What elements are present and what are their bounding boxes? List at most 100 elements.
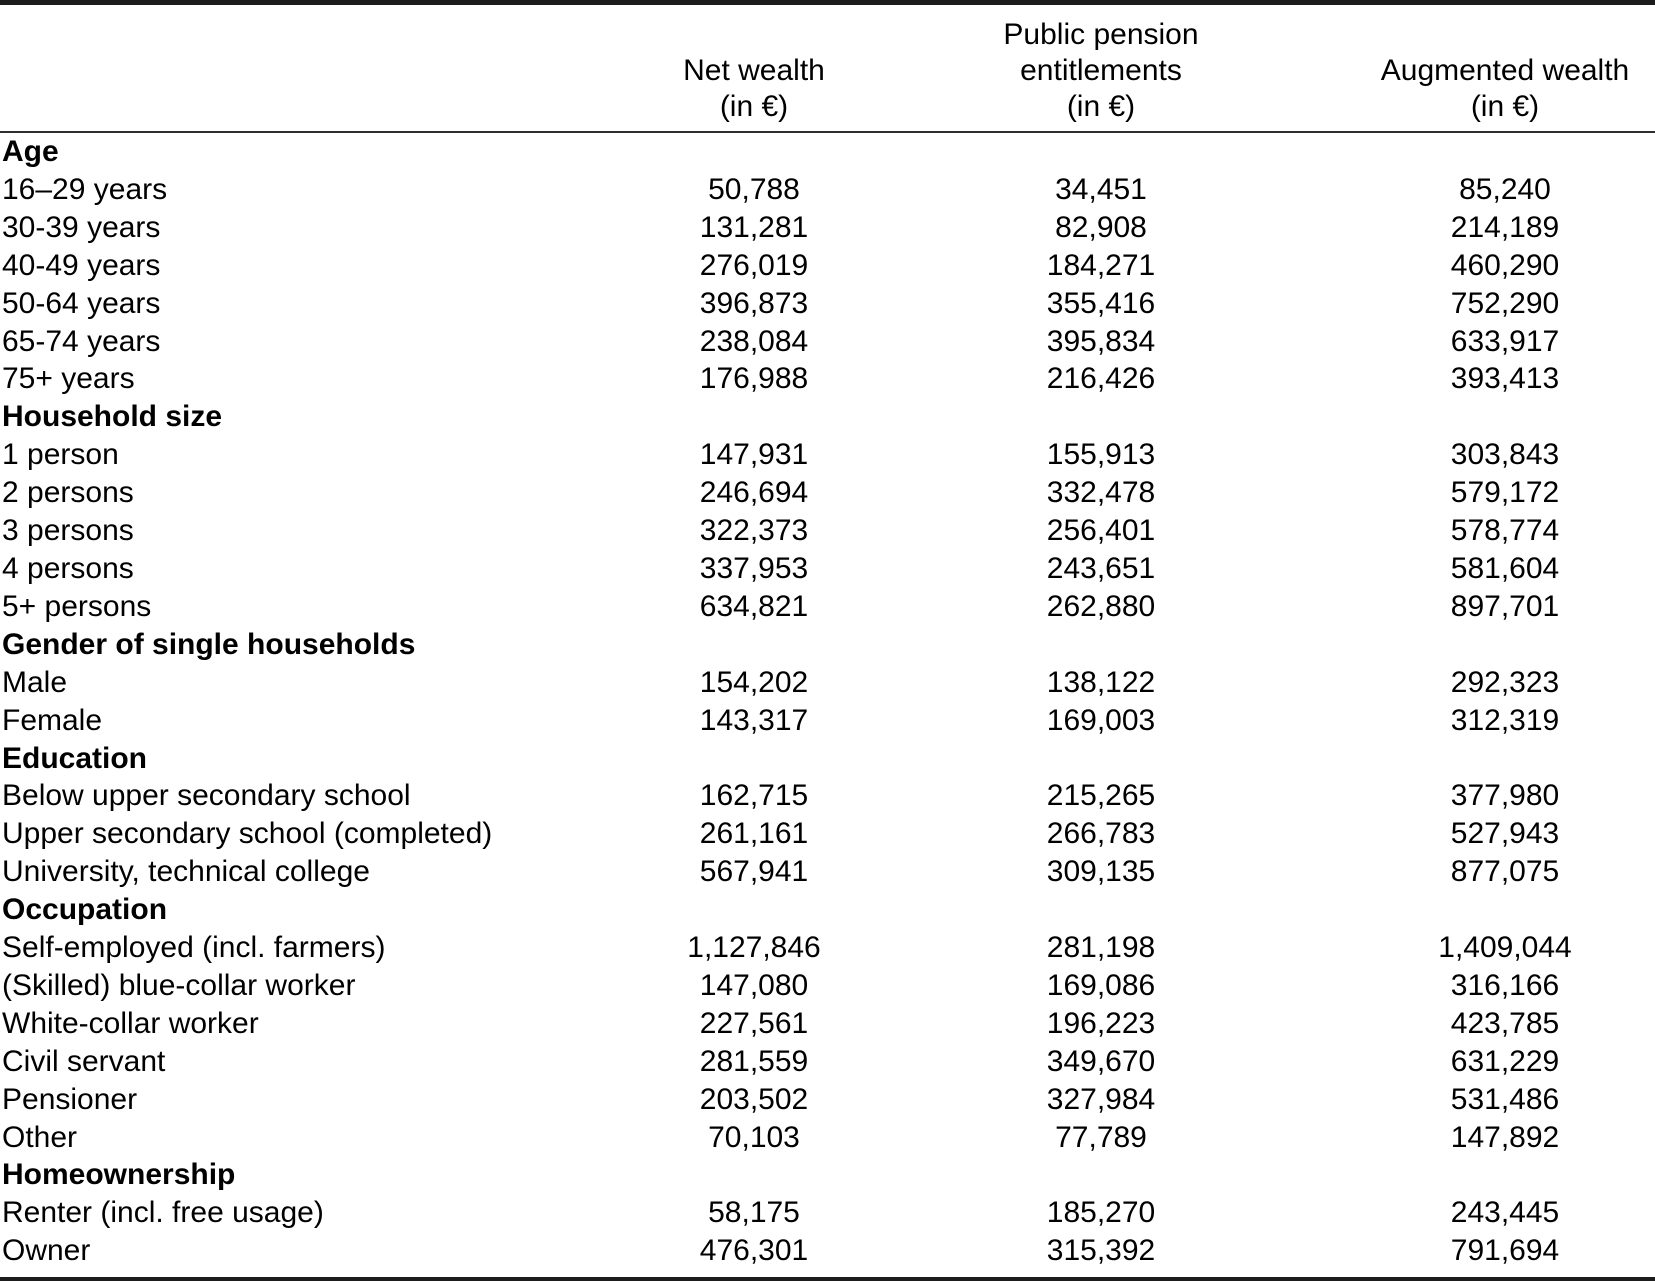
cell-value: 82,908 xyxy=(1055,210,1147,244)
cell-value: 196,223 xyxy=(1046,1006,1156,1040)
cell-value: 169,086 xyxy=(1046,968,1156,1002)
cell-value: 349,670 xyxy=(1046,1044,1156,1078)
section-header: Age xyxy=(2,135,59,168)
cell-value: 476,301 xyxy=(699,1234,809,1268)
cell-value: 243,651 xyxy=(1046,551,1156,585)
cell-value: 77,789 xyxy=(1055,1120,1147,1154)
table-row: 50-64 years 396,873 355,416 752,290 xyxy=(0,285,1655,323)
cell-value: 303,843 xyxy=(1450,438,1560,472)
table-row: Female 143,317 169,003 312,319 xyxy=(0,702,1655,740)
table-row: White-collar worker 227,561 196,223 423,785 xyxy=(0,1005,1655,1043)
cell-value: 266,783 xyxy=(1046,817,1156,851)
cell-value: 531,486 xyxy=(1450,1082,1560,1116)
cell-value: 578,774 xyxy=(1450,514,1560,548)
cell-value: 327,984 xyxy=(1046,1082,1156,1116)
table-row: 16–29 years 50,788 34,451 85,240 xyxy=(0,171,1655,209)
row-label: 4 persons xyxy=(2,551,134,585)
header-augmented-wealth: Augmented wealth (in €) xyxy=(1355,5,1655,133)
row-label: 16–29 years xyxy=(2,172,168,206)
header-augmented-wealth-title: Augmented wealth xyxy=(1380,54,1630,87)
cell-value: 281,198 xyxy=(1046,931,1156,965)
cell-value: 154,202 xyxy=(699,665,809,699)
cell-value: 309,135 xyxy=(1046,855,1156,889)
row-label: 75+ years xyxy=(2,362,135,396)
row-label: Civil servant xyxy=(2,1044,166,1078)
cell-value: 184,271 xyxy=(1046,248,1156,282)
cell-value: 315,392 xyxy=(1046,1234,1156,1268)
section-header-row: Household size xyxy=(0,398,1655,436)
cell-value: 877,075 xyxy=(1450,855,1560,889)
table-row: University, technical college 567,941 309,… xyxy=(0,853,1655,891)
header-public-pension-title-line2: entitlements xyxy=(1020,54,1182,87)
header-net-wealth-unit: (in €) xyxy=(719,90,789,123)
header-row-label xyxy=(0,5,661,133)
cell-value: 50,788 xyxy=(708,172,800,206)
row-label: White-collar worker xyxy=(2,1006,259,1040)
cell-value: 377,980 xyxy=(1450,779,1560,813)
column-header-row: Net wealth (in €) Public pension entitle… xyxy=(0,5,1655,133)
cell-value: 337,953 xyxy=(699,551,809,585)
header-public-pension-title-line1: Public pension xyxy=(1003,18,1199,51)
row-label: 50-64 years xyxy=(2,286,161,320)
table-row: 1 person 147,931 155,913 303,843 xyxy=(0,436,1655,474)
cell-value: 243,445 xyxy=(1450,1196,1560,1230)
cell-value: 581,604 xyxy=(1450,551,1560,585)
section-header: Education xyxy=(2,741,148,775)
table-row: Renter (incl. free usage) 58,175 185,270 24… xyxy=(0,1194,1655,1232)
section-header-row: Gender of single households xyxy=(0,626,1655,664)
row-label: Owner xyxy=(2,1234,91,1268)
table-row: Self-employed (incl. farmers) 1,127,846 28… xyxy=(0,929,1655,967)
row-label: Male xyxy=(2,665,68,699)
cell-value: 634,821 xyxy=(699,589,809,623)
table-row: 4 persons 337,953 243,651 581,604 xyxy=(0,550,1655,588)
row-label: University, technical college xyxy=(2,855,370,889)
cell-value: 34,451 xyxy=(1055,172,1147,206)
wealth-table: Net wealth (in €) Public pension entitle… xyxy=(0,5,1655,1270)
section-header-row: Age xyxy=(0,132,1655,171)
row-label: (Skilled) blue-collar worker xyxy=(2,968,356,1002)
row-label: 40-49 years xyxy=(2,248,161,282)
row-label: Upper secondary school (completed) xyxy=(2,817,493,851)
cell-value: 85,240 xyxy=(1459,172,1551,206)
header-public-pension: Public pension entitlements (in €) xyxy=(847,5,1355,133)
cell-value: 281,559 xyxy=(699,1044,809,1078)
row-label: Renter (incl. free usage) xyxy=(2,1196,324,1230)
cell-value: 216,426 xyxy=(1046,362,1156,396)
row-label: 65-74 years xyxy=(2,324,161,358)
row-label: 2 persons xyxy=(2,476,134,510)
cell-value: 58,175 xyxy=(708,1196,800,1230)
row-label: Other xyxy=(2,1120,78,1154)
cell-value: 395,834 xyxy=(1046,324,1156,358)
cell-value: 527,943 xyxy=(1450,817,1560,851)
cell-value: 316,166 xyxy=(1450,968,1560,1002)
row-label: 5+ persons xyxy=(2,589,152,623)
cell-value: 1,127,846 xyxy=(687,931,821,965)
table-row: 5+ persons 634,821 262,880 897,701 xyxy=(0,588,1655,626)
cell-value: 162,715 xyxy=(699,779,809,813)
cell-value: 355,416 xyxy=(1046,286,1156,320)
cell-value: 262,880 xyxy=(1046,589,1156,623)
cell-value: 203,502 xyxy=(699,1082,809,1116)
table-row: 75+ years 176,988 216,426 393,413 xyxy=(0,360,1655,398)
cell-value: 791,694 xyxy=(1450,1234,1560,1268)
table-row: 30-39 years 131,281 82,908 214,189 xyxy=(0,209,1655,247)
table-row: 2 persons 246,694 332,478 579,172 xyxy=(0,474,1655,512)
cell-value: 292,323 xyxy=(1450,665,1560,699)
cell-value: 567,941 xyxy=(699,855,809,889)
table-row: Upper secondary school (completed) 261,16… xyxy=(0,815,1655,853)
section-header: Occupation xyxy=(2,893,168,927)
table-row: Below upper secondary school 162,715 215,2… xyxy=(0,777,1655,815)
cell-value: 261,161 xyxy=(699,817,809,851)
cell-value: 332,478 xyxy=(1046,476,1156,510)
row-label: Pensioner xyxy=(2,1082,138,1116)
cell-value: 214,189 xyxy=(1450,210,1560,244)
cell-value: 396,873 xyxy=(699,286,809,320)
section-header: Household size xyxy=(2,400,223,434)
cell-value: 1,409,044 xyxy=(1438,931,1572,965)
cell-value: 147,080 xyxy=(699,968,809,1002)
cell-value: 227,561 xyxy=(699,1006,809,1040)
table-row: 3 persons 322,373 256,401 578,774 xyxy=(0,512,1655,550)
section-header-row: Occupation xyxy=(0,891,1655,929)
cell-value: 176,988 xyxy=(699,362,809,396)
